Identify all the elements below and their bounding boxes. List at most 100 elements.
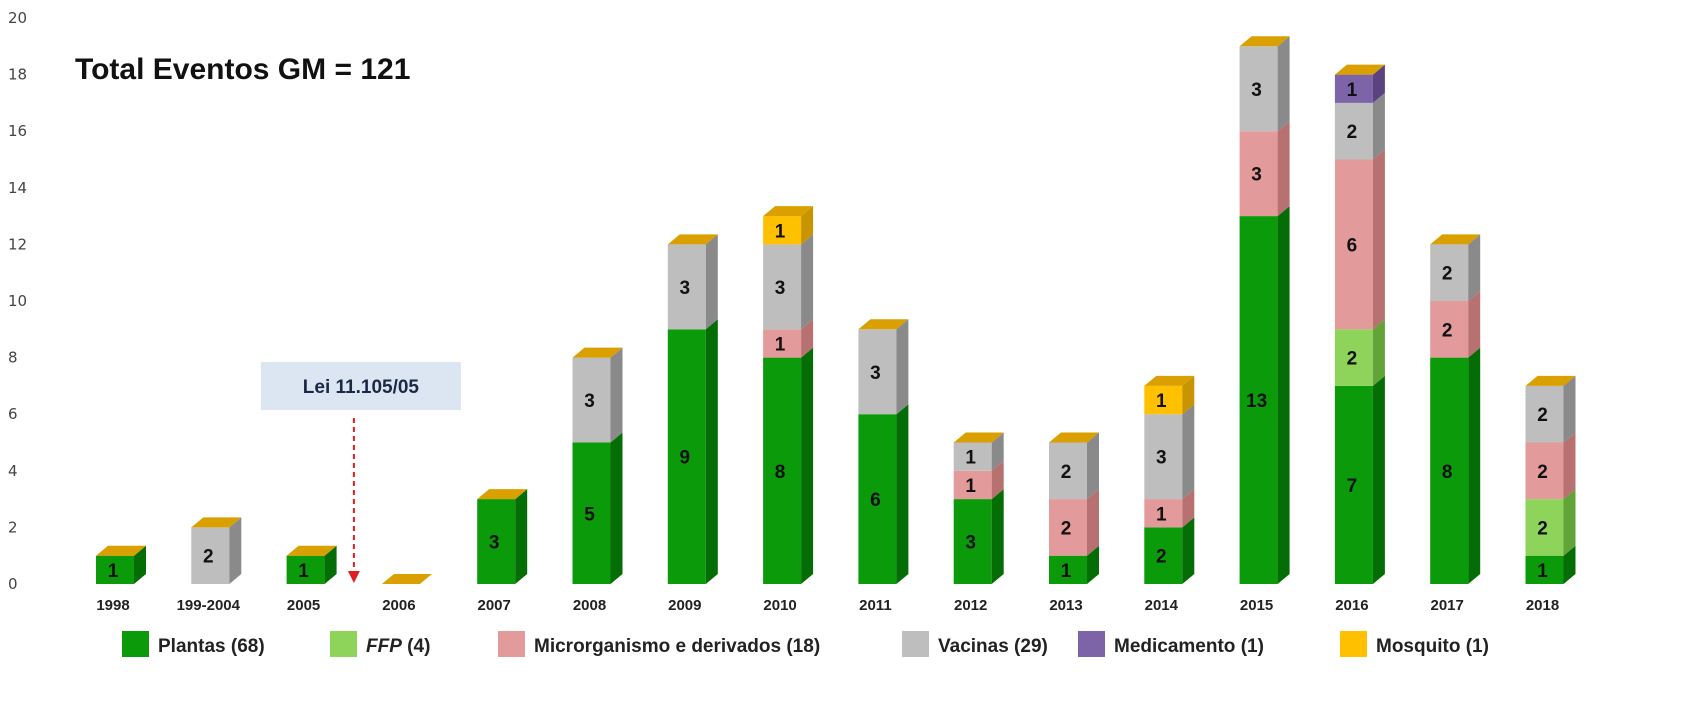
legend-series-count: (4): [402, 636, 431, 657]
bar-value-label: 1: [1156, 391, 1167, 412]
bar-value-label: 1: [965, 448, 976, 469]
x-tick-label: 2010: [763, 597, 796, 614]
bar-top-cap: [858, 319, 909, 330]
bar-value-label: 2: [1537, 405, 1548, 426]
x-tick-label: 199-2004: [177, 597, 241, 614]
bar-segment: [1144, 385, 1183, 415]
bar-segment: [953, 470, 992, 500]
bar-segment-side: [801, 234, 814, 330]
bar-segment-side: [1087, 489, 1099, 556]
legend-series-name: Plantas: [158, 636, 226, 657]
bar-segment: [572, 357, 611, 443]
legend-series-name: FFP: [366, 636, 402, 657]
bar-segment-side: [1372, 319, 1385, 386]
y-tick-label: 8: [8, 349, 18, 367]
bar-segment: [1334, 159, 1373, 330]
bar-top-cap: [572, 347, 623, 358]
bar-segment-side: [801, 206, 814, 245]
bar-segment: [1334, 102, 1373, 160]
bar-top-cap: [191, 517, 242, 528]
bar-segment: [1334, 385, 1373, 584]
bar-value-label: 2: [203, 547, 214, 568]
bar-segment-side: [801, 347, 814, 584]
bar-top-cap: [1144, 375, 1195, 386]
bar-value-label: 3: [965, 533, 976, 554]
bar-stack: 1: [286, 545, 337, 584]
x-tick-label: 2015: [1240, 597, 1273, 614]
x-tick-label: 2006: [382, 597, 415, 614]
bar-value-label: 6: [1347, 235, 1358, 256]
bar-top-cap: [1334, 64, 1385, 75]
x-tick-label: 2007: [478, 597, 511, 614]
bar-segment-side: [1563, 375, 1576, 443]
y-tick-label: 10: [8, 292, 27, 310]
bar-segment: [1525, 385, 1564, 443]
bar-segment: [858, 414, 897, 584]
bar-value-label: 13: [1246, 391, 1267, 412]
bar-segment-side: [1087, 432, 1099, 500]
bar-segment: [286, 555, 325, 584]
bar-segment-side: [1372, 375, 1385, 584]
legend-swatch: [122, 631, 149, 657]
bar-segment: [1049, 555, 1087, 584]
legend-series-count: (29): [1009, 636, 1048, 657]
legend-swatch: [902, 631, 929, 657]
bar-segment: [572, 442, 611, 584]
bar-segment-side: [1468, 234, 1481, 301]
bar-stack: 7 2 6 2 1: [1334, 64, 1385, 584]
legend-series-name: Vacinas: [938, 636, 1009, 657]
bar-segment-side: [705, 319, 718, 584]
bar-segment-side: [229, 517, 242, 584]
bar-segment: [858, 329, 897, 415]
legend-series-count: (68): [226, 636, 265, 657]
bar-stack: 2: [191, 517, 242, 584]
bar-segment-side: [1182, 489, 1195, 528]
bar-stack: 1 2 2 2: [1525, 375, 1576, 584]
bar-segment-side: [1563, 489, 1576, 556]
bar-value-label: 2: [1442, 320, 1453, 341]
bar-stack: 53: [572, 347, 623, 584]
y-tick-label: 18: [8, 66, 27, 84]
bar-top-cap: [667, 234, 718, 245]
bar-stack: 2 1 3 1: [1144, 375, 1195, 584]
y-tick-label: 16: [8, 122, 27, 140]
bar-segment: [953, 442, 992, 471]
bar-segment-side: [1372, 92, 1385, 160]
bar-value-label: 3: [584, 391, 595, 412]
bar-value-label: 1: [1537, 561, 1548, 582]
bar-segment: [1144, 527, 1183, 584]
bar-segment: [1239, 131, 1278, 217]
legend-swatch: [330, 631, 357, 657]
bar-segment: [1334, 329, 1373, 386]
bar-top-cap: [381, 574, 432, 584]
bar-stack: 3: [477, 489, 528, 584]
bar-segment: [763, 244, 802, 330]
bar-segment: [1334, 74, 1373, 103]
bar-segment: [1430, 357, 1469, 584]
bar-value-label: 2: [1156, 547, 1167, 568]
bar-value-label: 3: [870, 363, 881, 384]
bar-top-cap: [477, 489, 528, 500]
bar-segment: [763, 216, 802, 245]
bar-value-label: 3: [1251, 80, 1262, 101]
y-tick-label: 4: [8, 462, 18, 480]
bar-segment-side: [991, 460, 1004, 500]
bar-segment-side: [1372, 149, 1385, 330]
bar-stack: 13 3 3: [1239, 36, 1290, 584]
bar-top-cap: [763, 206, 814, 217]
bar-segment: [763, 357, 802, 584]
bar-segment: [667, 329, 706, 584]
bar-segment: [1525, 499, 1564, 556]
bar-segment: [191, 527, 230, 584]
bar-value-label: 1: [1156, 504, 1167, 525]
x-tick-label: 2018: [1526, 597, 1559, 614]
bar-segment: [477, 499, 516, 584]
bar-segment-side: [1563, 432, 1576, 500]
legend-label: Mosquito (1): [1376, 636, 1489, 657]
x-axis: 1998 199-2004 2005 2006 2007 2008 2009 2010 2011…: [96, 597, 1559, 614]
bar-stack: 93: [667, 234, 718, 584]
bar-value-label: 3: [1251, 165, 1262, 186]
bar-segment-side: [1182, 404, 1195, 500]
bar-segment-side: [991, 432, 1004, 471]
